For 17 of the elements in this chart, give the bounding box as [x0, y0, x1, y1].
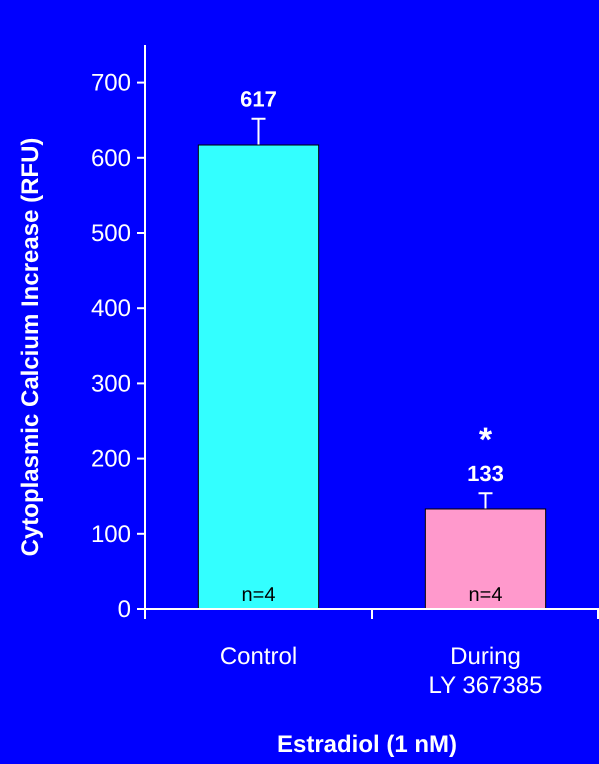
y-tick-label: 0 — [118, 596, 131, 623]
x-tick-label: Control — [220, 643, 298, 670]
data-label: 617 — [240, 86, 277, 112]
y-tick-label: 700 — [90, 70, 131, 97]
y-tick-label: 300 — [90, 370, 131, 398]
annotation: n=4 — [468, 584, 502, 606]
data-label: 133 — [467, 461, 504, 486]
y-tick-label: 200 — [90, 446, 131, 473]
annotation: * — [478, 421, 493, 460]
y-tick-label: 100 — [90, 520, 131, 548]
y-tick-label: 600 — [90, 144, 131, 172]
y-tick-label: 400 — [90, 295, 131, 322]
annotation: n=4 — [242, 584, 276, 606]
x-tick-label: During LY 367385 — [428, 643, 542, 699]
y-tick-label: 500 — [90, 220, 131, 247]
y-axis-title: Cytoplasmic Calcium Increase (RFU) — [17, 138, 44, 556]
x-axis-title: Estradiol (1 nM) — [276, 731, 458, 758]
